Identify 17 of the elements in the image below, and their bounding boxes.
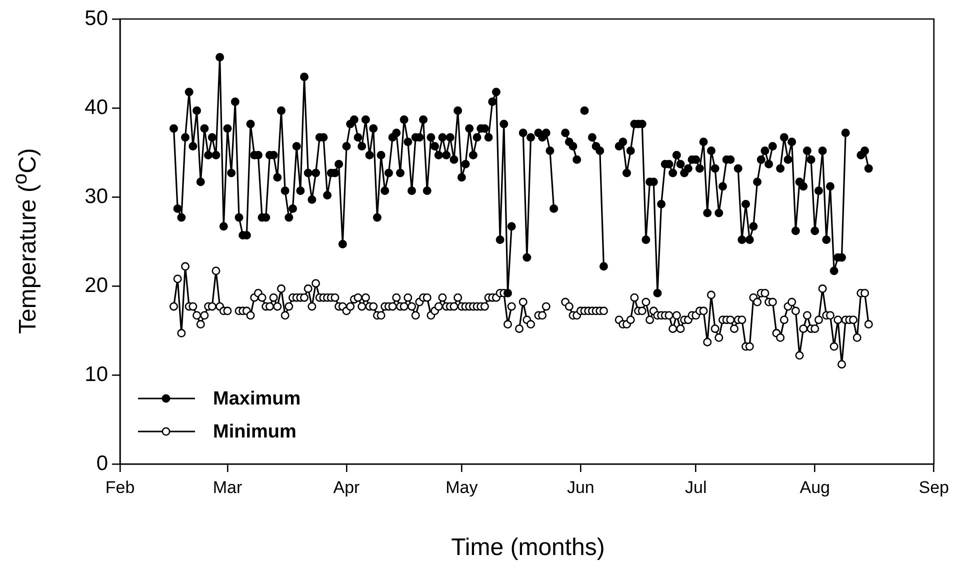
x-tick-label: Jun: [566, 478, 594, 497]
y-tick-label: 40: [84, 96, 108, 119]
x-tick-label: Sep: [918, 478, 949, 497]
y-tick-label: 10: [84, 362, 108, 386]
legend-label: Minimum: [213, 422, 296, 443]
x-tick-label: Feb: [105, 478, 135, 497]
legend-label: Maximum: [213, 388, 301, 410]
y-tick-label: 30: [84, 184, 108, 208]
x-tick-label: Aug: [800, 478, 830, 497]
x-axis-title: Time (months): [451, 534, 605, 562]
x-tick-label: Apr: [333, 478, 360, 497]
y-tick-label: 50: [84, 6, 108, 30]
x-tick-label: Jul: [684, 478, 707, 497]
y-tick-label: 0: [96, 452, 108, 475]
x-tick-label: May: [446, 478, 478, 497]
x-tick-label: Mar: [212, 478, 242, 497]
y-tick-label: 20: [84, 274, 108, 297]
